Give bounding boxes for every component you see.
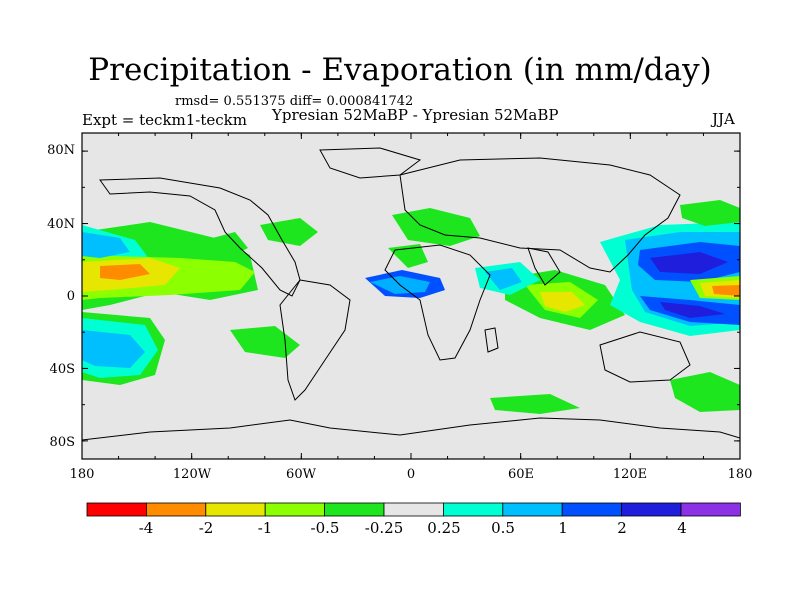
contour-green-npac (680, 200, 740, 226)
colorbar-labels: -4 -2 -1 -0.5 -0.25 0.25 0.5 1 2 4 (139, 519, 687, 537)
colorbar-box (383, 502, 444, 517)
lat-label-40n: 40N (47, 217, 75, 232)
lon-label-120e: 120E (613, 467, 647, 482)
colorbar-label: 4 (677, 519, 687, 537)
colorbar (86, 502, 741, 517)
lon-label-60w: 60W (286, 467, 317, 482)
coast-africa (384, 244, 491, 361)
contour-green-australia (670, 372, 740, 412)
season-label: JJA (712, 110, 735, 128)
field-contours (82, 200, 740, 414)
colorbar-label: -1 (258, 519, 273, 537)
colorbar-box (621, 502, 682, 517)
lat-label-80s: 80S (50, 435, 75, 450)
colorbar-label: -4 (139, 519, 154, 537)
colorbar-label: 0.5 (491, 519, 515, 537)
contour-darkblue-wpac-north (650, 252, 728, 274)
coast-australia (599, 331, 691, 383)
colorbar-label: -0.5 (311, 519, 340, 537)
colorbar-label: -0.25 (365, 519, 403, 537)
contour-green-satl (230, 326, 300, 358)
colorbar-box (205, 502, 266, 517)
colorbar-label: 1 (558, 519, 568, 537)
lat-label-80n: 80N (47, 143, 75, 158)
lon-label-180e: 180 (728, 467, 753, 482)
coast-antarctica (82, 417, 740, 441)
contour-blue-indian (485, 268, 522, 290)
colorbar-label: -2 (199, 519, 214, 537)
colorbar-box (561, 502, 623, 517)
contour-blue-northpac (82, 232, 130, 258)
coast-north-america (99, 177, 301, 297)
coast-south-america (279, 279, 351, 401)
colorbar-box (442, 502, 504, 517)
contour-blue-spac (82, 330, 145, 368)
contour-darkblue-wpac-south (660, 302, 725, 318)
lat-label-eq: 0 (67, 289, 75, 304)
lat-label-40s: 40S (50, 362, 75, 377)
colorbar-box (324, 502, 385, 517)
colorbar-box (264, 502, 326, 517)
colorbar-box (680, 502, 741, 517)
colorbar-box (502, 502, 563, 517)
lon-label-0: 0 (407, 467, 415, 482)
contour-yellow-indian (540, 292, 585, 312)
colorbar-box (145, 502, 207, 517)
contour-orange-epac (100, 264, 150, 280)
map-title: Precipitation - Evaporation (in mm/day) (88, 52, 712, 88)
contour-green-natl (260, 218, 318, 246)
map-subtitle: Ypresian 52MaBP - Ypresian 52MaBP (272, 106, 559, 124)
contour-green-north-epac (205, 232, 248, 258)
lon-label-120w: 120W (173, 467, 212, 482)
coastlines (82, 147, 740, 441)
lon-label-60e: 60E (508, 467, 534, 482)
colorbar-box (86, 502, 147, 517)
colorbar-label: 0.25 (427, 519, 460, 537)
stats-text: rmsd= 0.551375 diff= 0.000841742 (175, 94, 414, 109)
experiment-label: Expt = teckm1-teckm (82, 111, 247, 129)
colorbar-label: 2 (617, 519, 627, 537)
contour-orange-wpac-eq (712, 285, 740, 296)
lon-label-180w: 180 (70, 467, 95, 482)
contour-green-southindian (490, 394, 580, 414)
coast-eurasia (399, 157, 681, 273)
axis-ticks (81, 133, 741, 459)
coast-india (527, 247, 561, 286)
coast-madagascar (484, 327, 499, 353)
